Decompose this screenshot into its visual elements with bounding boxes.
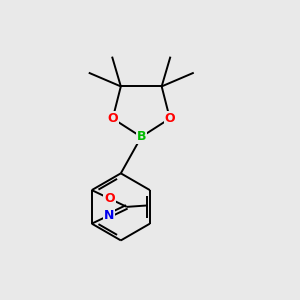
- Text: B: B: [136, 130, 146, 143]
- Text: O: O: [164, 112, 175, 125]
- Text: N: N: [104, 209, 115, 222]
- Text: O: O: [107, 112, 118, 125]
- Text: O: O: [104, 192, 115, 205]
